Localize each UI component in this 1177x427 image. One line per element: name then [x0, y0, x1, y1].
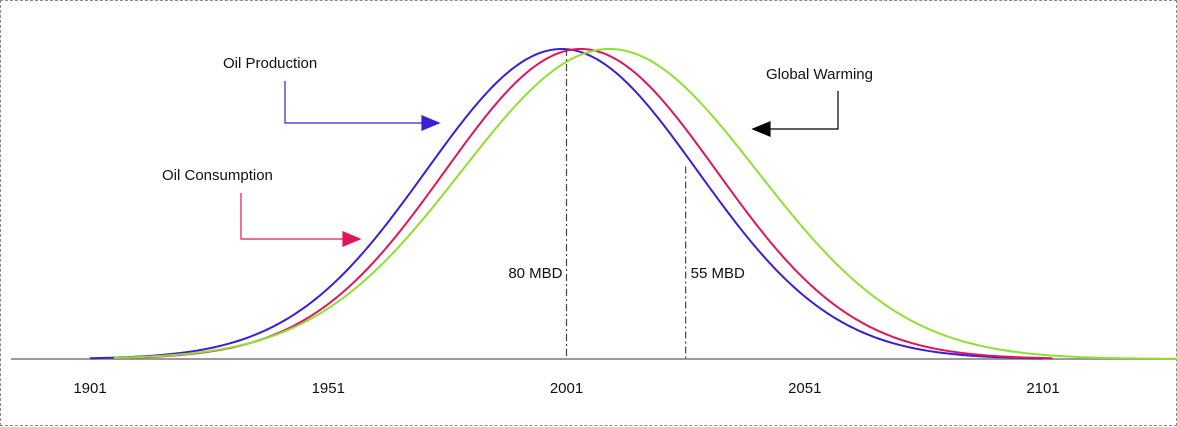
legend-label-oil-production: Oil Production	[223, 55, 317, 72]
callout-arrow-oil-production	[284, 81, 441, 131]
callout-arrow-oil-consumption	[240, 193, 362, 247]
series-line-oil-consumption	[113, 47, 1053, 360]
series-layer	[89, 47, 1177, 360]
callout-layer: Oil Production Oil Consumption Global Warm…	[162, 55, 873, 247]
x-tick-label: 2101	[1026, 380, 1059, 397]
annotation-label: 80 MBD	[508, 265, 562, 282]
legend-label-global-warming: Global Warming	[766, 66, 873, 83]
x-tick-label: 2051	[788, 380, 821, 397]
tick-labels: 1901 1951 2001 2051 2101	[73, 380, 1059, 397]
legend-label-oil-consumption: Oil Consumption	[162, 167, 273, 184]
series-line-global-warming	[113, 47, 1177, 360]
marker-layer: 80 MBD 55 MBD	[508, 49, 745, 359]
callout-arrow-global-warming	[751, 91, 839, 137]
x-tick-label: 1951	[312, 380, 345, 397]
annotation-label: 55 MBD	[691, 265, 745, 282]
x-tick-label: 1901	[73, 380, 106, 397]
x-tick-label: 2001	[550, 380, 583, 397]
